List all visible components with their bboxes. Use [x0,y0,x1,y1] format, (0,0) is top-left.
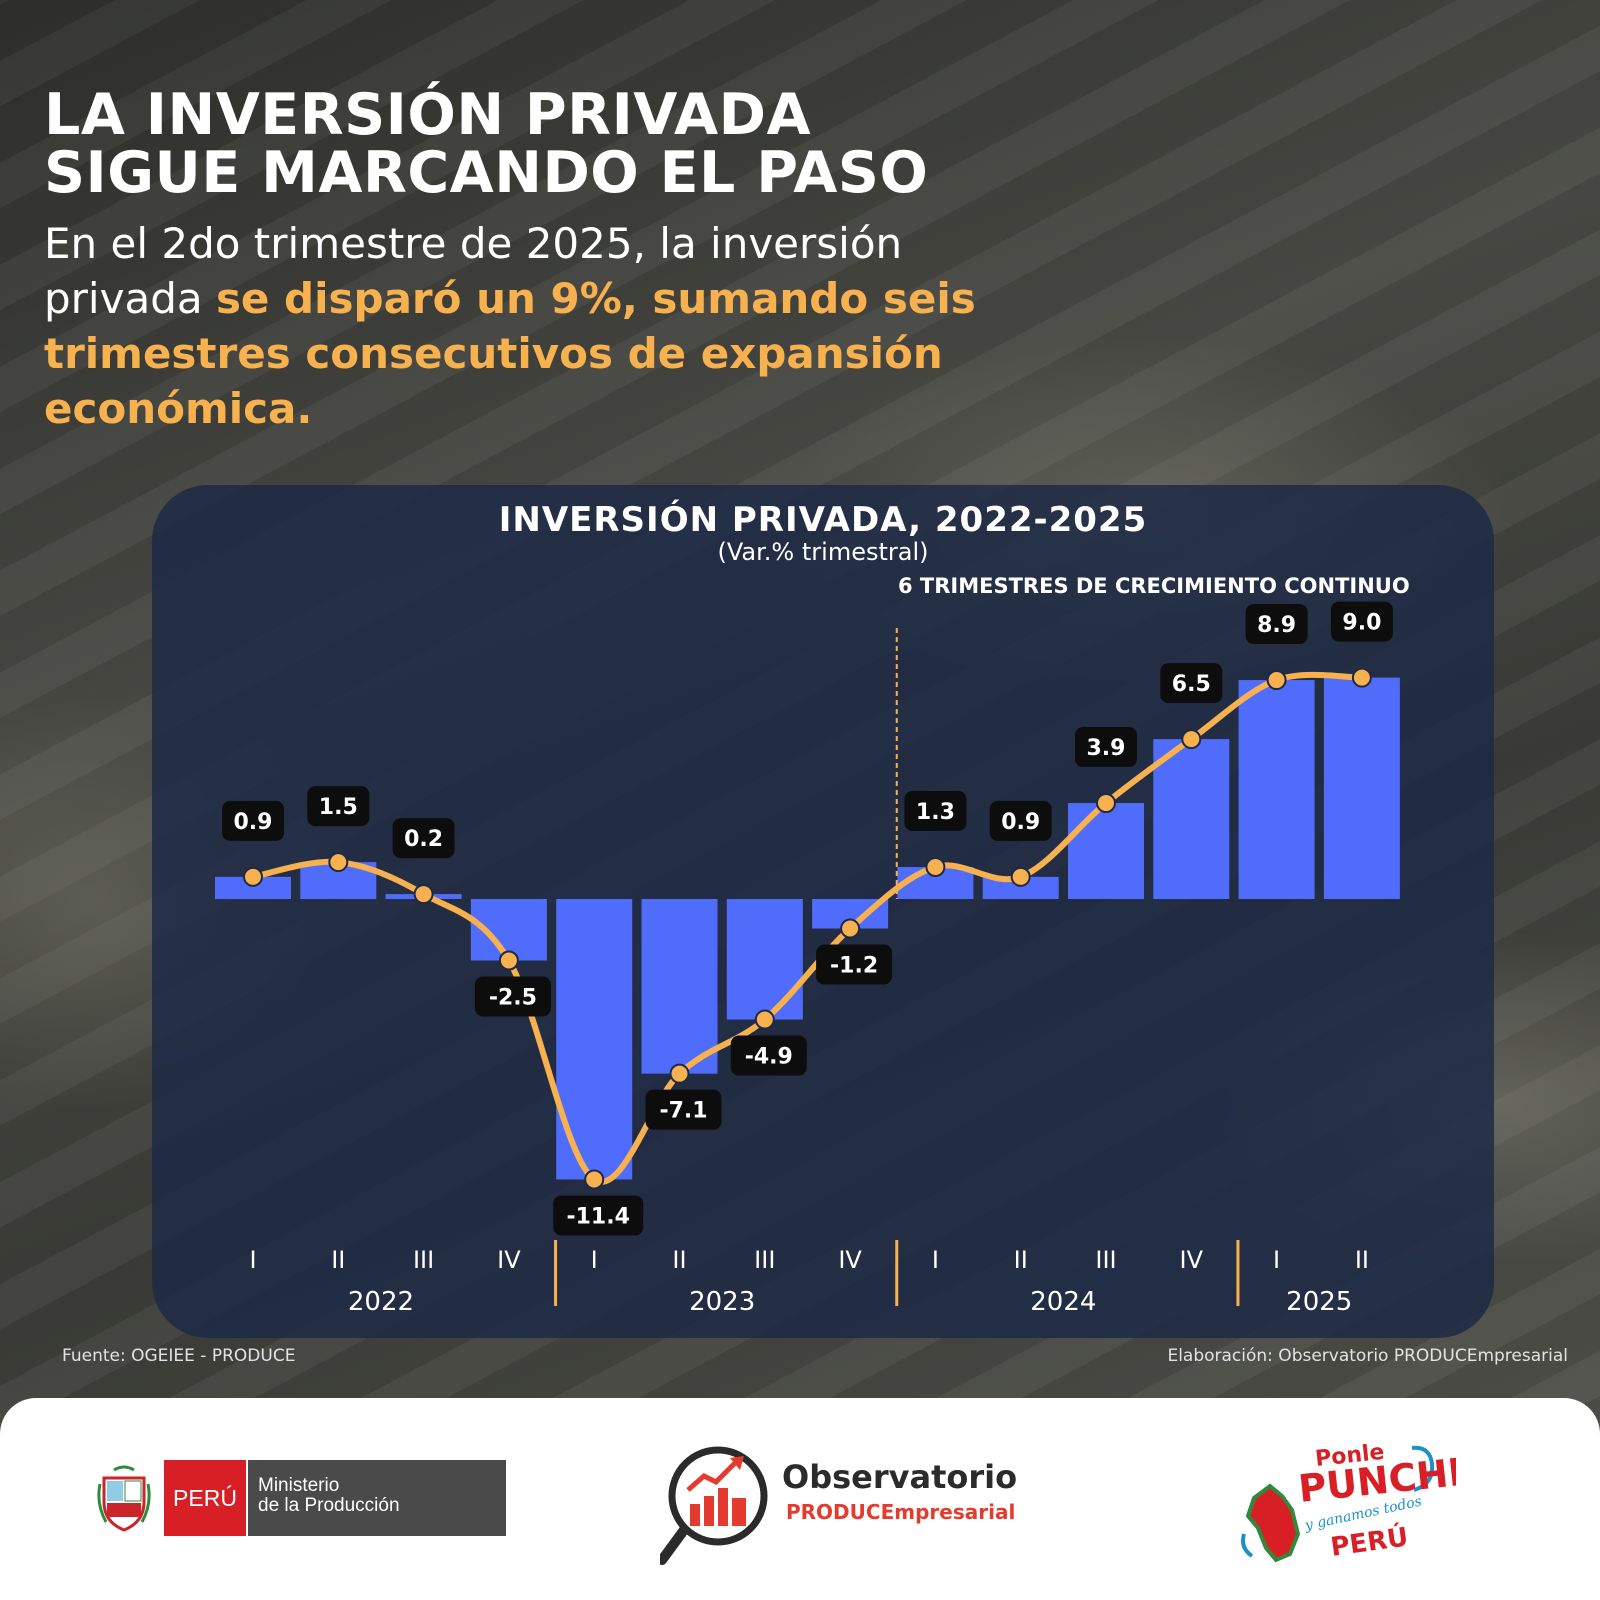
quarter-label-10: II [1014,1246,1028,1274]
chart-title: INVERSIÓN PRIVADA, 2022-2025 [498,500,1148,540]
data-label-bg-13 [1245,604,1308,645]
bar-7 [726,899,803,1020]
summary-text: En el 2do trimestre de 2025, la inversió… [44,216,1004,436]
source-note: Fuente: OGEIEE - PRODUCE [62,1346,296,1366]
quarter-label-7: III [754,1246,775,1274]
point-14 [1351,667,1372,688]
point-7 [754,1009,775,1030]
bar-11 [1068,803,1144,899]
magnifier-chart-icon [660,1446,768,1565]
ponle-punche-logo: Ponle PUNCHE y ganamos todos PERÚ [1236,1438,1476,1568]
bar-1 [215,876,291,899]
data-label-1: 0.9 [234,810,273,835]
observatorio-title: Observatorio [782,1458,1018,1496]
point-5 [584,1169,605,1190]
ministry-line-1: Ministerio [258,1475,340,1496]
data-label-bg-6 [645,1089,722,1130]
quarter-label-13: I [1273,1246,1280,1274]
quarter-label-12: IV [1180,1246,1204,1274]
data-label-6: -7.1 [659,1099,707,1124]
point-2 [328,852,349,873]
data-label-7: -4.9 [745,1045,793,1070]
credit-note: Elaboración: Observatorio PRODUCEmpresar… [1167,1346,1568,1366]
point-11 [1096,793,1116,814]
year-label-2022: 2022 [348,1287,414,1317]
data-label-bg-11 [1075,727,1137,768]
point-6 [669,1063,690,1084]
data-label-9: 1.3 [916,800,955,825]
quarter-label-14: II [1355,1246,1369,1274]
summary-prefix: En el 2do trimestre de 2025, la inversió… [44,219,903,323]
data-label-bg-10 [989,800,1052,841]
quarter-label-5: I [591,1246,598,1274]
quarter-label-9: I [932,1246,939,1274]
point-9 [925,857,946,878]
quarter-label-4: IV [497,1246,521,1274]
point-13 [1266,670,1287,691]
bar-14 [1323,677,1400,899]
coat-of-arms-icon [97,1465,151,1532]
observatorio-logo: Observatorio PRODUCEmpresarial [660,1438,1020,1568]
chart-subtitle: (Var.% trimestral) [717,538,929,566]
quarter-label-3: III [413,1246,434,1274]
point-1 [243,866,263,887]
data-label-11: 3.9 [1087,736,1126,761]
data-label-8: -1.2 [830,954,878,979]
bar-10 [982,876,1059,899]
data-label-14: 9.0 [1342,611,1381,636]
ministry-name: Ministerio de la Producción [248,1460,506,1536]
data-label-bg-3 [392,818,455,859]
data-label-2: 1.5 [319,795,358,820]
data-label-bg-8 [816,944,893,985]
data-label-12: 6.5 [1172,672,1211,697]
point-3 [413,884,434,905]
headline: LA INVERSIÓN PRIVADA SIGUE MARCANDO EL P… [44,86,928,202]
quarter-label-8: IV [838,1246,862,1274]
quarter-label-6: II [672,1246,686,1274]
data-label-10: 0.9 [1001,810,1040,835]
point-8 [840,918,861,939]
data-label-4: -2.5 [489,986,537,1011]
data-label-bg-12 [1160,663,1223,704]
bar-12 [1153,739,1230,899]
data-label-bg-2 [307,786,370,827]
point-12 [1181,729,1202,750]
year-label-2025: 2025 [1286,1287,1352,1317]
footer-logos: PERÚ Ministerio de la Producción Observa… [0,1398,1600,1600]
headline-line-1: LA INVERSIÓN PRIVADA [44,82,812,148]
data-label-bg-7 [730,1035,807,1076]
ministry-line-2: de la Producción [258,1495,400,1516]
data-label-bg-4 [474,976,551,1017]
summary-highlight: se disparó un 9%, sumando seis trimestre… [44,274,976,433]
data-label-5: -11.4 [566,1204,629,1229]
data-label-3: 0.2 [404,827,443,852]
data-label-bg-1 [222,800,284,841]
point-10 [1010,866,1031,887]
quarter-label-11: III [1095,1246,1116,1274]
bar-6 [641,899,718,1074]
data-label-13: 8.9 [1257,613,1296,638]
peru-label: PERÚ [164,1460,246,1536]
trend-line [252,671,1362,1185]
headline-line-2: SIGUE MARCANDO EL PASO [44,140,929,206]
point-4 [498,950,519,971]
year-label-2023: 2023 [689,1287,755,1317]
growth-annotation: 6 TRIMESTRES DE CRECIMIENTO CONTINUO [898,574,1410,598]
punche-peru-logo: Ponle PUNCHE y ganamos todos PERÚ [1241,1440,1476,1563]
observatorio-subtitle: PRODUCEmpresarial [786,1500,1016,1524]
bar-13 [1238,680,1315,899]
data-label-bg-9 [904,791,967,832]
data-label-bg-14 [1330,601,1393,642]
quarter-label-1: I [249,1246,256,1274]
svg-text:PERÚ: PERÚ [1329,1520,1411,1563]
data-label-bg-5 [553,1195,644,1236]
year-label-2024: 2024 [1030,1287,1096,1317]
ministry-logo: PERÚ Ministerio de la Producción [96,1458,516,1538]
quarter-label-2: II [331,1246,345,1274]
